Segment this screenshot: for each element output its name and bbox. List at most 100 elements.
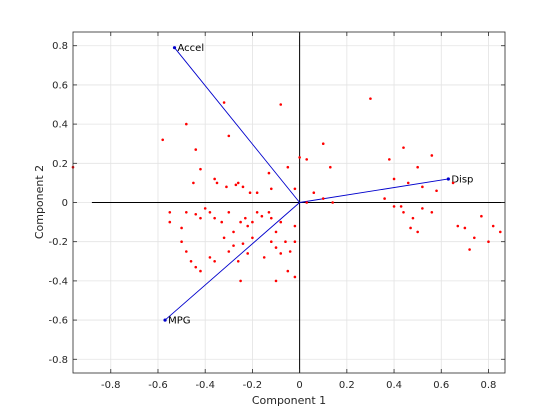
score-point — [246, 224, 249, 228]
x-tick-label: -0.8 — [101, 380, 121, 391]
x-axis-title: Component 1 — [252, 394, 326, 407]
score-point — [491, 224, 495, 228]
score-point — [416, 165, 419, 169]
score-point — [402, 146, 405, 149]
score-point — [269, 187, 273, 191]
score-point — [331, 201, 334, 204]
y-tick-label: -0.4 — [48, 276, 68, 287]
score-point — [305, 201, 309, 204]
score-point — [286, 269, 290, 273]
score-point — [487, 240, 490, 243]
score-point — [180, 226, 183, 230]
score-point — [279, 252, 283, 255]
score-point — [321, 197, 325, 200]
score-point — [227, 210, 231, 214]
vector-line-mpg — [164, 202, 300, 321]
score-point — [498, 230, 502, 234]
score-point — [279, 220, 283, 224]
score-point — [222, 101, 226, 104]
vector-tip-disp — [446, 177, 450, 181]
y-axis-title: Component 2 — [33, 165, 46, 239]
score-point — [236, 259, 240, 263]
score-point — [430, 210, 434, 214]
score-point — [399, 205, 403, 208]
score-point — [234, 183, 238, 187]
x-tick-label: -0.2 — [243, 380, 263, 391]
score-point — [232, 244, 235, 247]
score-point — [227, 250, 231, 253]
score-point — [241, 242, 245, 245]
score-point — [480, 214, 483, 218]
score-point — [236, 181, 240, 185]
score-point — [305, 158, 309, 161]
score-point — [421, 185, 424, 189]
score-point — [180, 240, 183, 243]
score-point — [251, 220, 254, 224]
vector-label-accel: Accel — [178, 43, 205, 54]
y-tick-label: 0.8 — [52, 41, 68, 52]
y-tick-label: 0.2 — [52, 159, 68, 170]
score-point — [168, 210, 172, 214]
score-point — [203, 207, 207, 210]
x-tick-label: 0.2 — [339, 380, 355, 391]
score-point — [451, 181, 455, 185]
score-point — [189, 259, 193, 263]
score-point — [392, 205, 396, 208]
score-point — [192, 181, 195, 185]
score-point — [421, 207, 424, 210]
score-point — [411, 216, 415, 220]
score-point — [269, 240, 273, 243]
score-point — [222, 236, 226, 240]
y-tick-label: 0.4 — [52, 120, 68, 131]
score-point — [298, 156, 301, 159]
score-point — [213, 177, 216, 181]
vector-tip-mpg — [163, 318, 167, 322]
vector-line-accel — [174, 47, 300, 203]
score-point — [435, 189, 438, 193]
score-point — [220, 220, 224, 224]
score-point — [274, 279, 278, 283]
score-point — [262, 256, 266, 259]
score-point — [161, 138, 165, 142]
score-point — [383, 197, 386, 200]
x-tick-label: -0.4 — [195, 380, 215, 391]
score-point — [232, 230, 235, 234]
score-point — [286, 165, 290, 169]
score-point — [293, 224, 297, 228]
score-point — [392, 177, 396, 181]
y-tick-label: -0.8 — [48, 355, 68, 366]
score-point — [194, 148, 198, 151]
score-point — [215, 181, 219, 185]
score-point — [248, 191, 252, 195]
score-point — [251, 236, 254, 240]
score-point — [255, 210, 259, 214]
score-point — [246, 252, 249, 255]
tick-layer: -0.8 -0.6 -0.4 -0.2 0 0.2 0.4 0.6 0.8 -0.8 -0.6 -0.… — [48, 32, 505, 391]
score-point — [430, 154, 434, 157]
score-point — [279, 103, 283, 106]
score-point — [369, 97, 372, 100]
score-point — [293, 240, 297, 243]
score-point — [239, 279, 242, 283]
score-point — [199, 269, 202, 273]
score-point — [269, 216, 273, 220]
x-tick-label: 0.6 — [433, 380, 449, 391]
score-point — [274, 246, 278, 249]
score-point — [267, 171, 271, 175]
score-point — [255, 191, 259, 195]
x-tick-label: 0.4 — [386, 380, 402, 391]
score-point — [267, 210, 271, 214]
score-point — [239, 220, 242, 224]
score-point — [208, 210, 212, 214]
score-point — [456, 224, 460, 228]
score-point — [185, 122, 188, 126]
score-point — [213, 216, 216, 220]
score-point — [274, 230, 278, 234]
score-point — [168, 220, 172, 224]
score-point — [473, 236, 476, 240]
y-tick-label: -0.2 — [48, 237, 68, 248]
y-tick-label: -0.6 — [48, 316, 68, 327]
y-tick-label: 0.6 — [52, 80, 68, 91]
